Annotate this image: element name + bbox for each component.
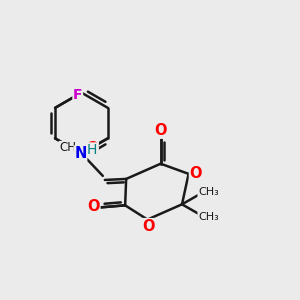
Text: N: N — [74, 146, 87, 161]
Text: F: F — [73, 88, 82, 102]
Text: CH₃: CH₃ — [198, 212, 219, 221]
Text: O: O — [86, 140, 98, 154]
Text: CH₃: CH₃ — [198, 187, 219, 197]
Text: O: O — [142, 219, 155, 234]
Text: O: O — [190, 167, 202, 182]
Text: O: O — [87, 200, 100, 214]
Text: CH₃: CH₃ — [59, 142, 81, 154]
Text: O: O — [154, 123, 167, 138]
Text: H: H — [87, 143, 97, 157]
